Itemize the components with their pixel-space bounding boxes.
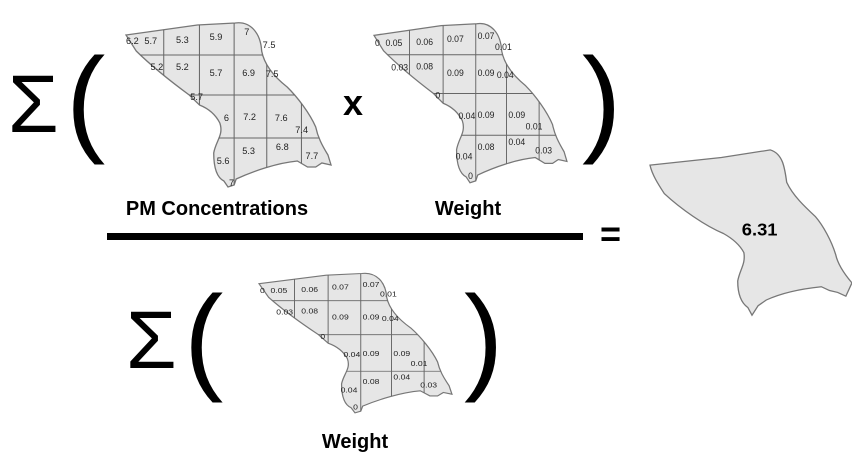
weight-cell: 0.09 [478,110,495,120]
weight-top-cell-values: 0 0.05 0.06 0.07 0.07 0.01 0.03 0.08 0.0… [375,31,552,181]
pm-cell: 7 [244,27,249,37]
equals-symbol: = [600,213,621,254]
weight-cell: 0.09 [363,349,380,357]
weight-cell: 0.08 [416,61,433,71]
weight-cell: 0.04 [497,70,514,80]
weight-cell: 0.09 [332,313,349,321]
pm-cell: 7.4 [295,125,308,135]
pm-cell: 6 [224,113,229,123]
weight-cell: 0.06 [301,286,318,294]
weight-cell: 0.03 [420,381,437,389]
weight-cell: 0 [353,403,358,411]
pm-cell: 5.7 [144,36,157,46]
weight-caption-top: Weight [435,198,502,220]
multiply-symbol: x [343,82,363,123]
pm-cell: 7 [229,178,234,188]
pm-cell: 5.2 [176,62,189,72]
weight-cell: 0.06 [416,37,433,47]
weight-cell: 0.07 [363,281,380,289]
weight-cell: 0.01 [411,360,428,368]
pm-cell-values: 6.2 5.7 5.3 5.9 7 7.5 5.2 5.2 5.7 6.9 7.… [126,27,318,188]
weight-cell: 0.09 [508,110,525,120]
pm-cell: 5.3 [242,146,255,156]
open-paren-bottom: ( [184,272,223,404]
close-paren-top: ) [582,34,621,166]
fraction-bar [107,233,583,240]
pm-concentration-map: 6.2 5.7 5.3 5.9 7 7.5 5.2 5.2 5.7 6.9 7.… [125,22,332,188]
pm-cell: 5.2 [150,62,163,72]
result-value: 6.31 [742,220,778,239]
weight-cell: 0.03 [276,308,293,316]
weight-cell: 0 [260,286,265,294]
pm-cell: 5.6 [217,156,230,166]
weight-cell: 0 [468,171,473,181]
result-map: 6.31 [649,149,852,317]
open-paren-top: ( [66,34,105,166]
weight-cell: 0.01 [526,121,543,131]
weight-cell: 0.01 [380,290,397,298]
weight-cell: 0.07 [332,283,349,291]
weight-cell: 0.04 [341,386,358,394]
weight-cell: 0.04 [456,151,473,161]
pm-cell: 7.5 [263,40,276,50]
weight-cell: 0.04 [382,315,399,323]
pm-cell: 7.7 [306,151,319,161]
weight-cell: 0.01 [495,42,512,52]
pm-cell: 5.3 [176,35,189,45]
pm-cell: 5.7 [210,68,223,78]
sum-symbol-bottom: Σ [126,295,177,386]
pm-cell: 7.5 [266,69,279,79]
weight-cell: 0.08 [478,142,495,152]
weight-cell: 0 [435,90,440,100]
weight-cell: 0 [375,38,380,48]
pm-cell: 5.7 [190,92,203,102]
pm-cell: 6.9 [242,68,255,78]
weight-cell: 0.05 [386,38,403,48]
weight-cell: 0.09 [478,68,495,78]
weight-cell: 0.04 [508,137,525,147]
pm-cell: 6.2 [126,36,139,46]
pm-cell: 5.9 [210,32,223,42]
weight-cell: 0.03 [391,62,408,72]
pm-cell: 7.2 [243,112,256,122]
weight-cell: 0.07 [447,34,464,44]
weight-cell: 0.09 [447,68,464,78]
pm-caption: PM Concentrations [126,198,308,220]
weight-cell: 0.05 [271,286,288,294]
weight-cell: 0.04 [393,373,410,381]
weight-caption-bottom: Weight [322,431,389,453]
weight-cell: 0.04 [343,350,360,358]
weight-cell: 0.09 [363,313,380,321]
pm-cell: 6.8 [276,142,289,152]
weight-cell: 0.08 [301,307,318,315]
weight-cell: 0.07 [478,31,495,41]
weight-cell: 0.03 [535,146,552,156]
weight-cell: 0.09 [393,349,410,357]
sum-symbol-top: Σ [8,59,59,150]
close-paren-bottom: ) [464,272,503,404]
weight-cell: 0 [320,332,325,340]
weight-map-top: 0 0.05 0.06 0.07 0.07 0.01 0.03 0.08 0.0… [373,22,568,184]
pm-cell: 7.6 [275,113,288,123]
weight-cell: 0.04 [458,111,475,121]
weight-bottom-cell-values: 0 0.05 0.06 0.07 0.07 0.01 0.03 0.08 0.0… [260,281,438,412]
weight-cell: 0.08 [363,377,380,385]
weight-map-bottom: 0 0.05 0.06 0.07 0.07 0.01 0.03 0.08 0.0… [258,272,453,414]
